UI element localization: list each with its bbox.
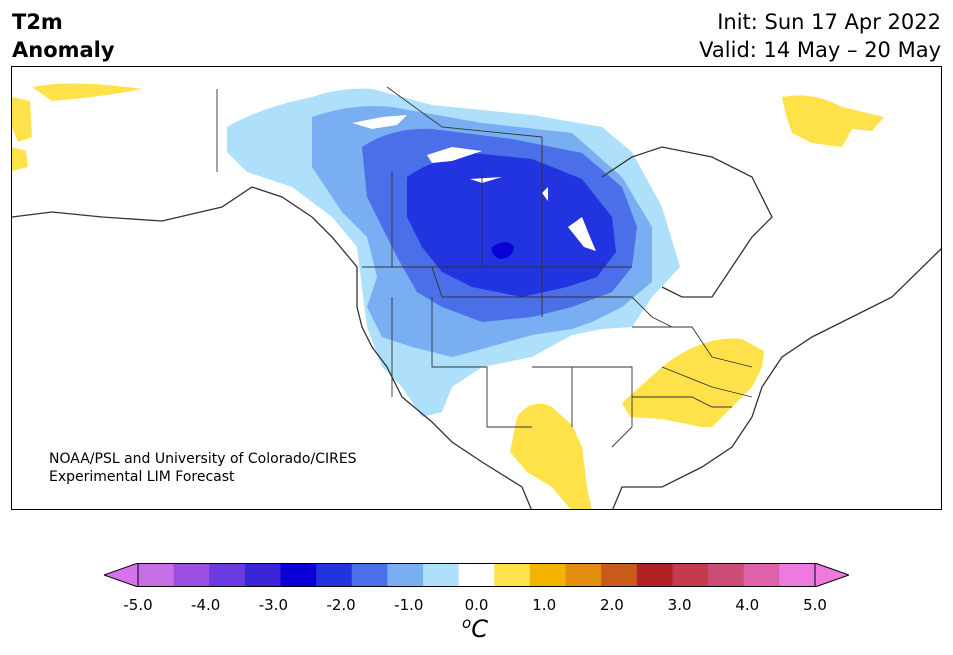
colorbar-cell [458, 563, 495, 587]
colorbar-cell [779, 563, 816, 587]
warm-region-mexico [510, 403, 592, 509]
colorbar-tick-label: 5.0 [803, 596, 827, 614]
credit-text: NOAA/PSL and University of Colorado/CIRE… [49, 450, 357, 486]
colorbar-cell [173, 563, 210, 587]
map-canvas [12, 83, 941, 509]
political-borders [216, 86, 753, 448]
colorbar-tick-label: 3.0 [667, 596, 692, 614]
colorbar-tick-label: 2.0 [599, 596, 624, 614]
warm-region-west-edge [12, 97, 32, 142]
init-date: Init: Sun 17 Apr 2022 [717, 10, 941, 34]
variable-label: T2m [12, 10, 63, 34]
colorbar-extend-high [814, 563, 849, 587]
coastline [12, 146, 941, 509]
plot-title: T2m Anomaly [12, 8, 115, 64]
colorbar-tick-label: -5.0 [123, 596, 153, 614]
colorbar-cell [529, 563, 567, 587]
credit-line-2: Experimental LIM Forecast [49, 469, 235, 485]
colorbar-cell [708, 563, 745, 587]
warm-region-greenland [782, 95, 884, 147]
colorbar-cell [672, 563, 709, 587]
colorbar-tick-label: -1.0 [394, 596, 424, 614]
colorbar-cell [280, 563, 317, 587]
colorbar-cell [743, 563, 780, 587]
colorbar-ticks: -5.0 -4.0 -3.0 -2.0 -1.0 0.0 1.0 2.0 3.0 4.0 5.0 [0, 596, 953, 616]
colorbar-tick-label: 0.0 [464, 596, 489, 614]
anomaly-map: NOAA/PSL and University of Colorado/CIRE… [11, 66, 942, 510]
colorbar-cell [601, 563, 638, 587]
colorbar [104, 563, 849, 587]
colorbar-cell [387, 563, 424, 587]
colorbar-cell [423, 563, 460, 587]
colorbar-cell [138, 563, 175, 587]
colorbar-cell [351, 563, 388, 587]
colorbar-frame [137, 563, 816, 587]
warm-region-alaska [32, 83, 142, 101]
cool-band-5 [491, 242, 514, 259]
colorbar-unit: oC [462, 614, 488, 643]
colorbar-tick-label: 1.0 [532, 596, 557, 614]
cool-band-4 [407, 153, 616, 297]
date-info: Init: Sun 17 Apr 2022 Valid: 14 May – 20… [699, 8, 941, 64]
lake-5 [542, 187, 548, 201]
colorbar-cell [565, 563, 602, 587]
lake-3 [470, 177, 502, 183]
credit-line-1: NOAA/PSL and University of Colorado/CIRE… [49, 451, 357, 467]
colorbar-cell [316, 563, 353, 587]
colorbar-cell [636, 563, 673, 587]
colorbar-cell [244, 563, 282, 587]
colorbar-cell [209, 563, 246, 587]
colorbar-tick-label: -3.0 [258, 596, 289, 614]
colorbar-cell [494, 563, 531, 587]
valid-range: Valid: 14 May – 20 May [699, 38, 941, 62]
lake-4 [568, 217, 596, 251]
colorbar-extend-low [104, 563, 139, 587]
lake-1 [352, 115, 407, 129]
warm-region-west-edge-2 [12, 147, 28, 171]
anomaly-label: Anomaly [12, 38, 115, 62]
warm-region-southeast [622, 338, 764, 427]
colorbar-tick-label: -2.0 [326, 596, 356, 614]
colorbar-tick-label: 4.0 [735, 596, 760, 614]
colorbar-tick-label: -4.0 [191, 596, 221, 614]
lake-2 [427, 147, 482, 163]
